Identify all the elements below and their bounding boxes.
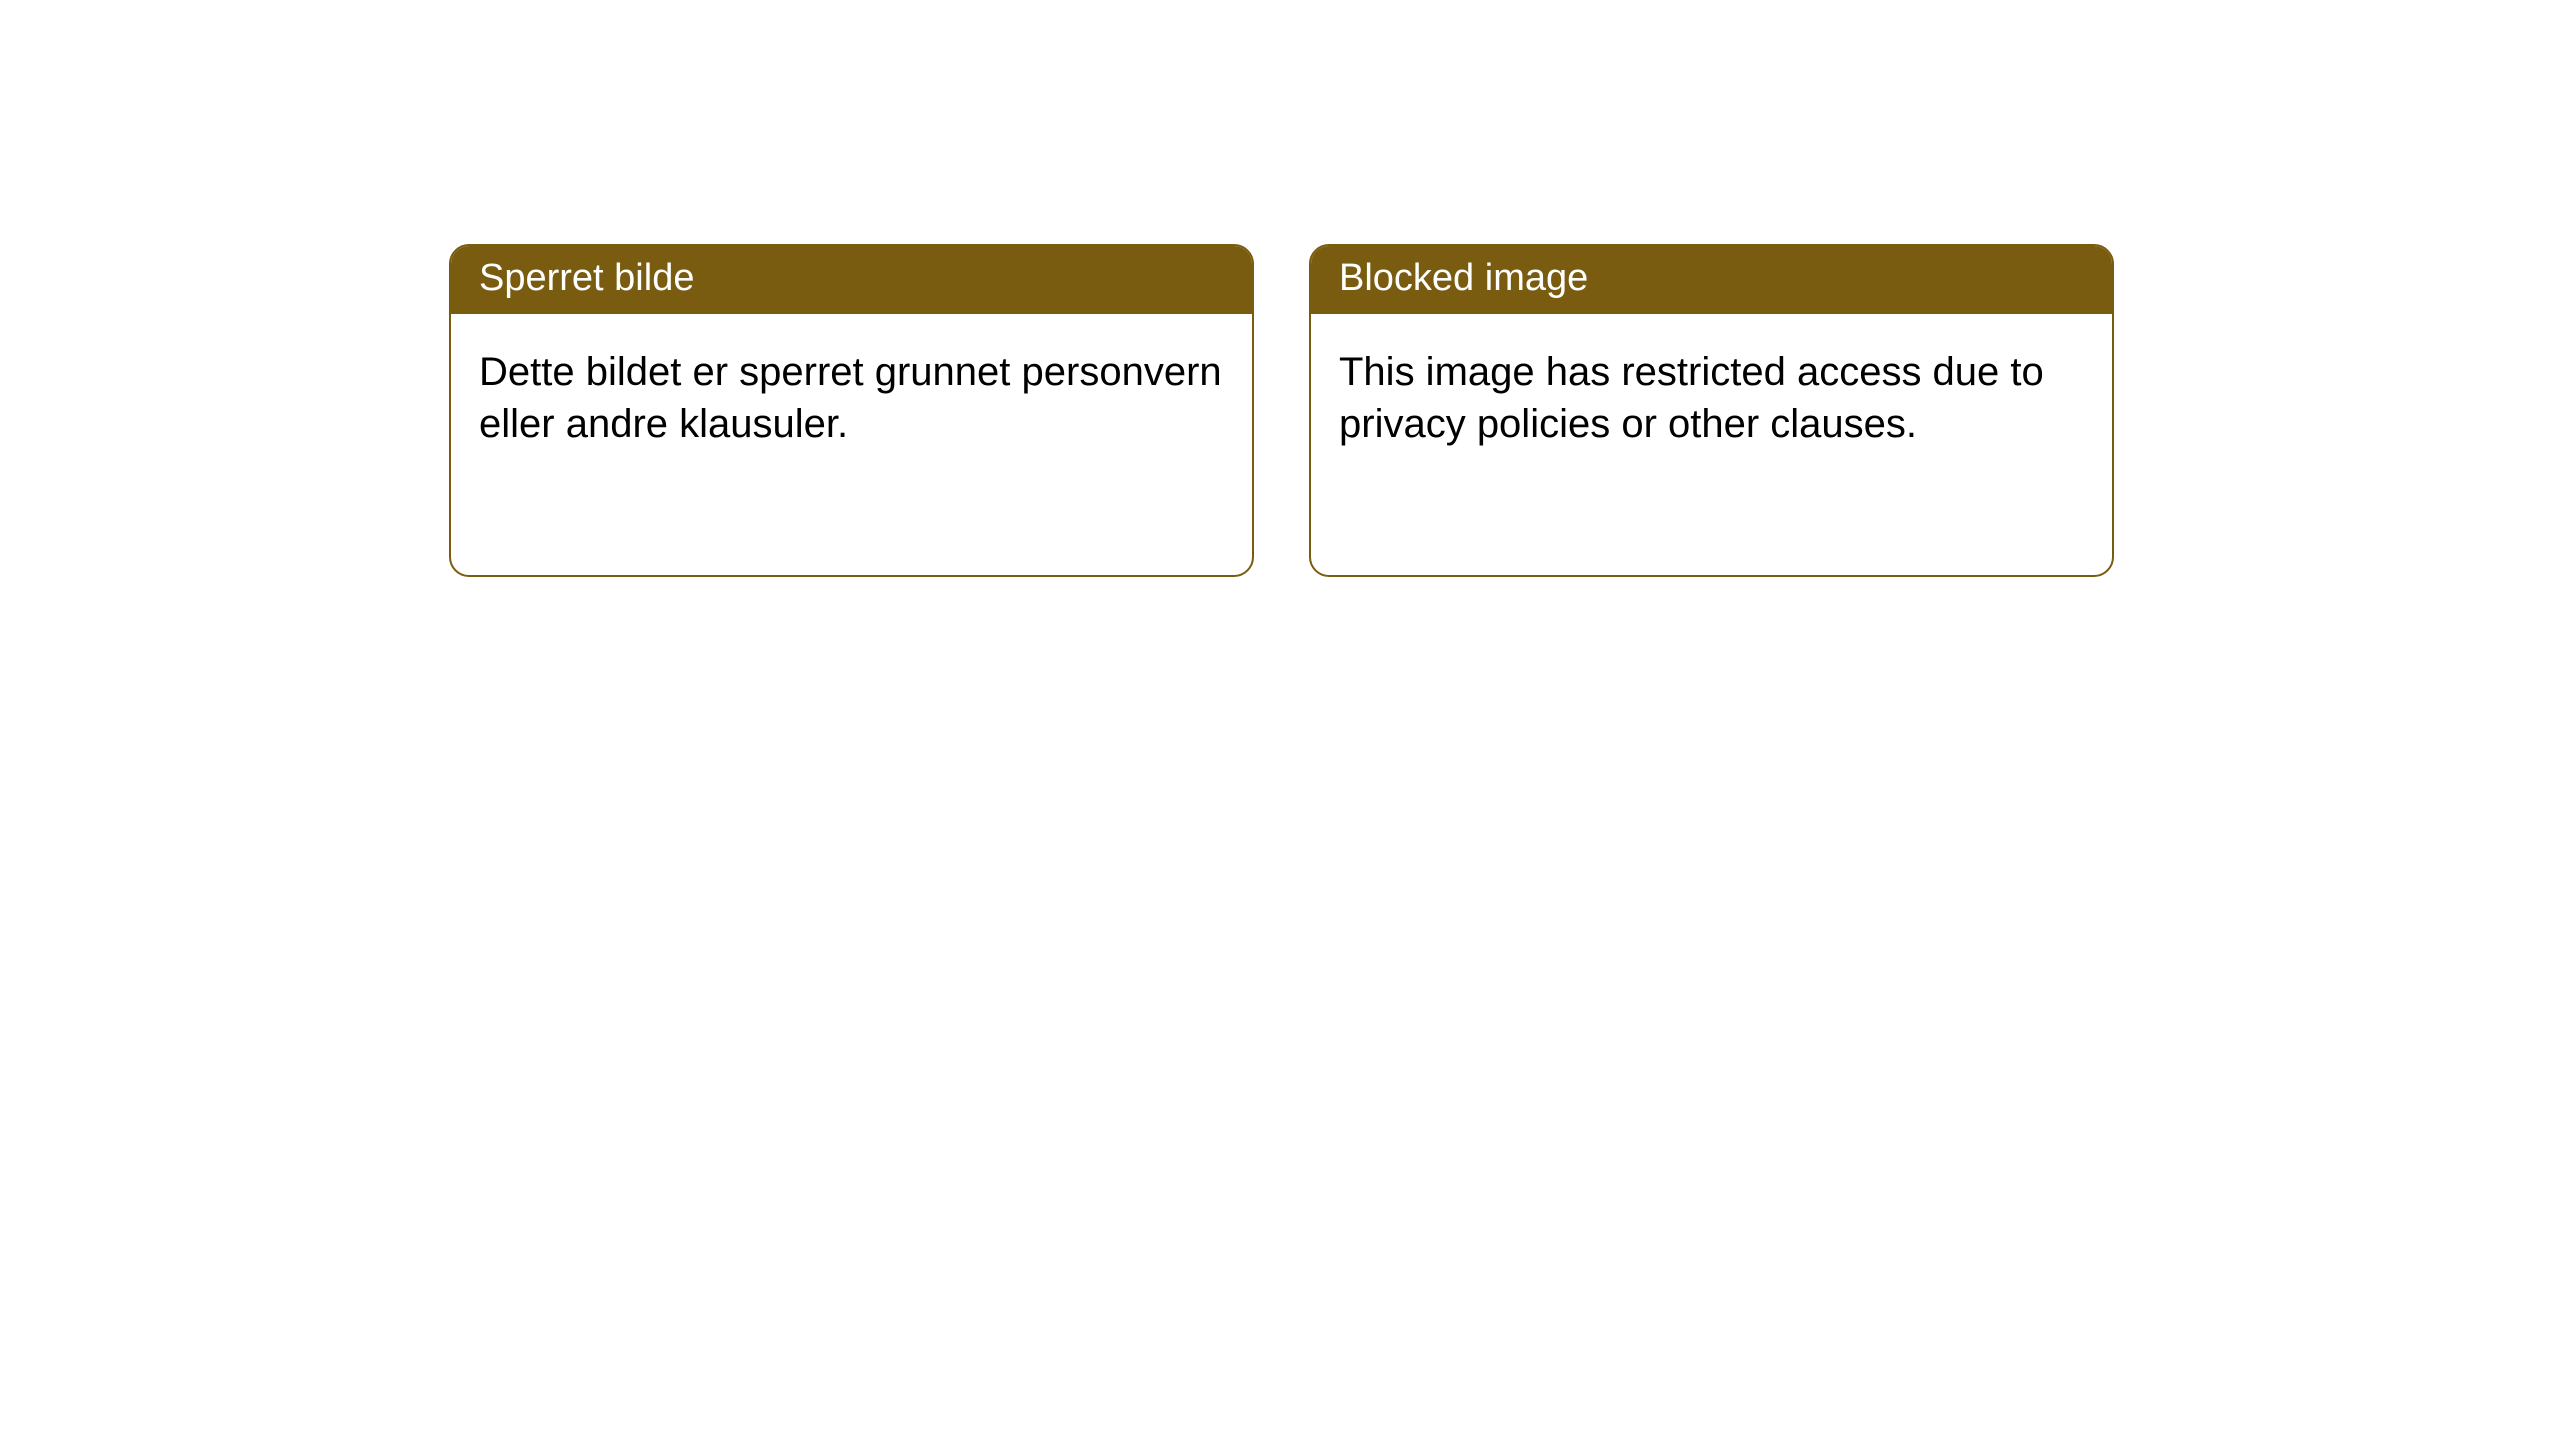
blocked-image-card-en: Blocked image This image has restricted … [1309,244,2114,577]
card-body-text: Dette bildet er sperret grunnet personve… [451,314,1252,482]
notice-cards-container: Sperret bilde Dette bildet er sperret gr… [0,0,2560,577]
card-title: Sperret bilde [451,246,1252,314]
card-body-text: This image has restricted access due to … [1311,314,2112,482]
card-title: Blocked image [1311,246,2112,314]
blocked-image-card-no: Sperret bilde Dette bildet er sperret gr… [449,244,1254,577]
